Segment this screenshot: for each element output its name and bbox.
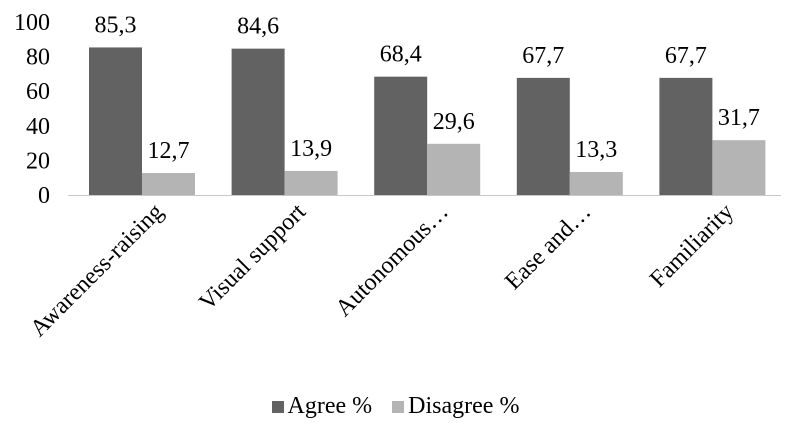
category-label: Ease and… bbox=[500, 199, 596, 295]
y-tick-label: 100 bbox=[14, 10, 50, 36]
data-label-disagree: 13,9 bbox=[290, 136, 332, 162]
bar-disagree bbox=[284, 170, 338, 195]
bar-disagree bbox=[142, 173, 195, 195]
data-label-agree: 68,4 bbox=[380, 42, 422, 68]
legend: Agree % Disagree % bbox=[0, 393, 791, 420]
data-label-disagree: 12,7 bbox=[148, 138, 190, 164]
legend-item-agree: Agree % bbox=[271, 393, 373, 420]
bar-disagree bbox=[569, 171, 623, 195]
legend-label-disagree: Disagree % bbox=[408, 393, 520, 419]
y-tick-label: 0 bbox=[38, 183, 50, 209]
data-label-disagree: 29,6 bbox=[433, 109, 475, 135]
category-label: Autonomous… bbox=[331, 199, 454, 322]
bar-chart: 0 20 40 60 80 100 85,3 12,7 Awareness-raising 84,… bbox=[14, 10, 781, 342]
y-tick-label: 40 bbox=[26, 114, 50, 140]
bar-disagree bbox=[712, 140, 766, 195]
category-label: Awareness-raising bbox=[25, 199, 168, 342]
bar-agree bbox=[659, 77, 713, 195]
data-label-agree: 67,7 bbox=[522, 43, 564, 69]
data-label-agree: 84,6 bbox=[237, 14, 279, 40]
bar-agree bbox=[374, 76, 428, 195]
legend-swatch-disagree bbox=[392, 400, 405, 413]
data-label-disagree: 13,3 bbox=[575, 137, 617, 163]
legend-label-agree: Agree % bbox=[287, 393, 373, 419]
data-label-agree: 85,3 bbox=[95, 12, 137, 38]
y-tick-label: 60 bbox=[26, 79, 50, 105]
legend-item-disagree: Disagree % bbox=[392, 393, 519, 420]
bar-agree bbox=[516, 77, 570, 195]
bar-disagree bbox=[427, 143, 481, 195]
category-label: Familiarity bbox=[645, 199, 739, 293]
data-label-disagree: 31,7 bbox=[718, 105, 760, 131]
bar-agree bbox=[231, 48, 285, 195]
legend-swatch-agree bbox=[271, 400, 284, 413]
y-tick-label: 80 bbox=[26, 45, 50, 71]
category-label: Visual support bbox=[194, 199, 311, 316]
data-label-agree: 67,7 bbox=[665, 43, 707, 69]
bar-agree bbox=[89, 47, 142, 195]
y-tick-label: 20 bbox=[26, 148, 50, 174]
